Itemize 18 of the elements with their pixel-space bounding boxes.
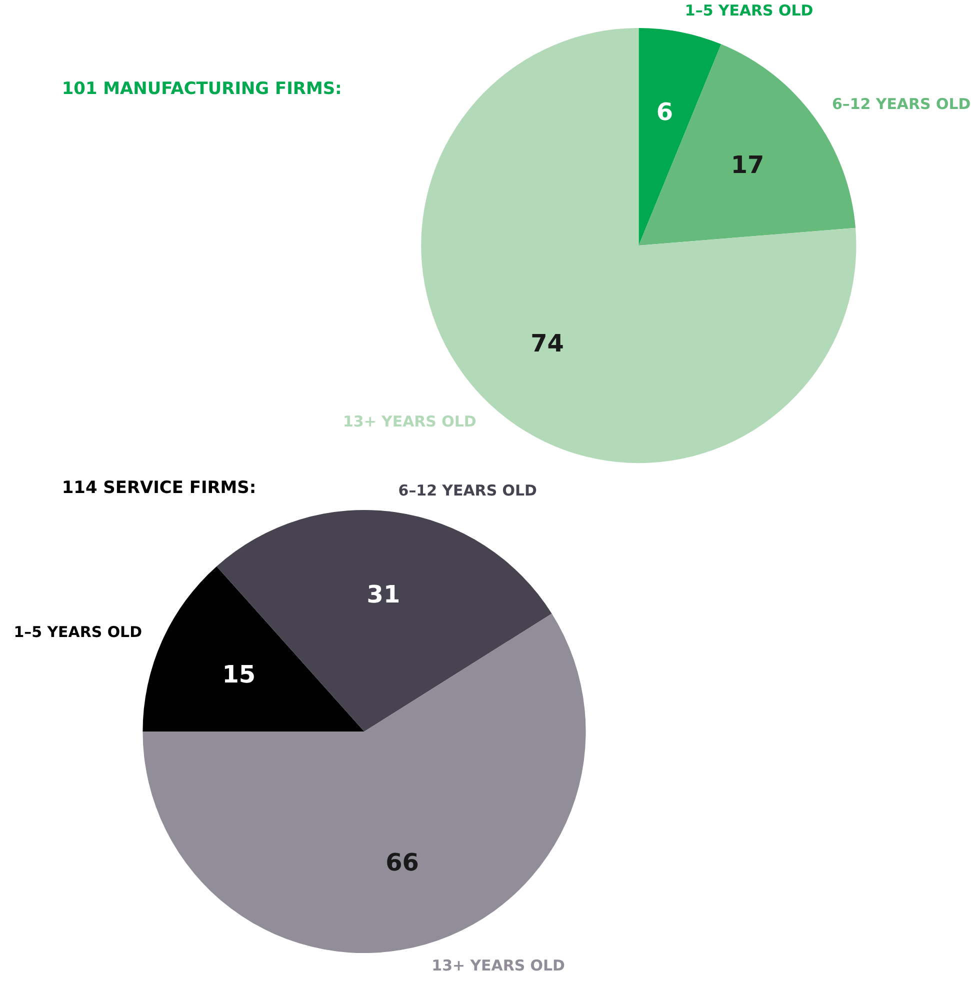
text: 101 MANUFACTURING FIRMS: <box>62 78 342 98</box>
slice-label: 6–12 YEARS OLD <box>832 95 971 114</box>
slice-label: 1–5 YEARS OLD <box>684 2 814 20</box>
pie-slice <box>142 566 364 732</box>
data-label: 6 <box>656 98 674 126</box>
data-label: 66 <box>386 848 419 876</box>
pie-slice <box>638 28 722 246</box>
pie-slice <box>216 510 552 732</box>
slice-label: 1–5 YEARS OLD <box>14 623 142 642</box>
slice-label: 13+ YEARS OLD <box>432 956 565 974</box>
data-label: 17 <box>730 150 764 179</box>
data-label: 31 <box>366 580 400 608</box>
slice-label: 13+ YEARS OLD <box>343 412 476 431</box>
data-label: 15 <box>222 660 256 688</box>
chart-title: 114 SERVICE FIRMS: <box>62 477 256 498</box>
data-label: 74 <box>530 330 564 358</box>
slice-label: 6–12 YEARS OLD <box>398 481 537 500</box>
pie-slice <box>142 614 586 953</box>
